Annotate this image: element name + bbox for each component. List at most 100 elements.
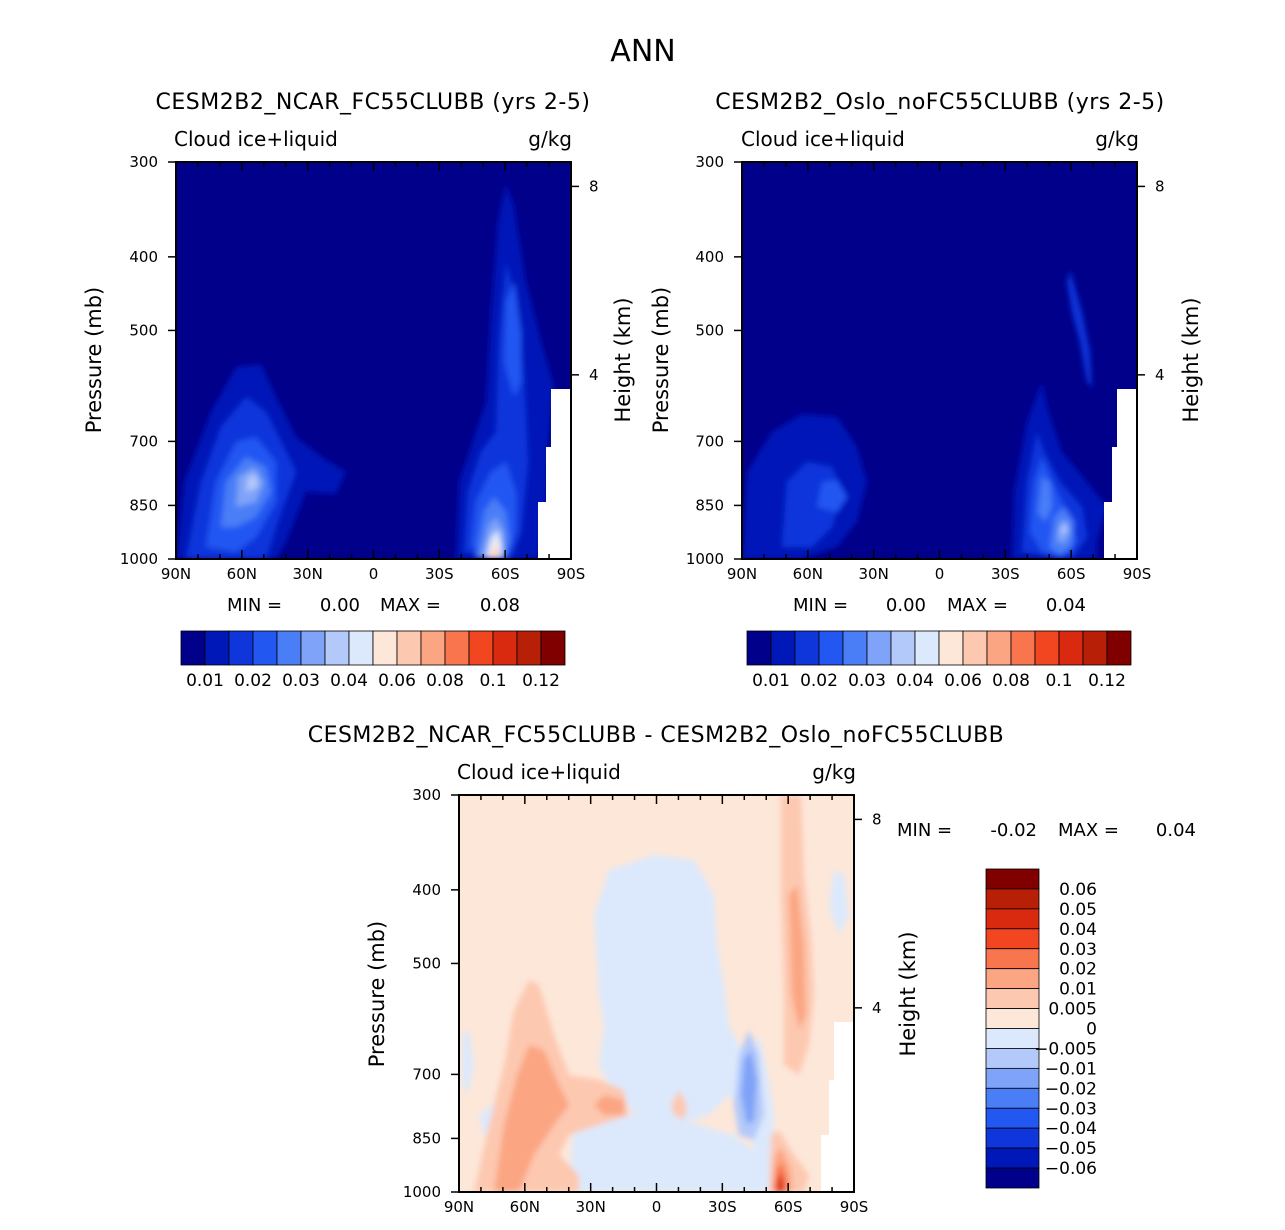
contour-ring: [494, 1045, 569, 1192]
colorbar-swatch: [985, 1028, 1040, 1049]
contour-ring: [1038, 477, 1052, 522]
colorbar-label: 0.04: [1059, 920, 1097, 940]
colorbar-swatch: [180, 630, 206, 666]
x-tick-label: 0: [935, 565, 945, 583]
colorbar-swatch: [516, 630, 542, 666]
y-tick-label: 400: [129, 248, 158, 266]
colorbar-swatch: [985, 948, 1040, 970]
colorbar-swatch: [985, 968, 1040, 990]
max-value: 0.08: [480, 595, 520, 616]
colorbar-swatch: [794, 630, 820, 666]
min-label: MIN =: [793, 595, 848, 616]
y-axis-label: Pressure (mb): [82, 287, 106, 434]
y-axis-label: Pressure (mb): [649, 287, 673, 434]
colorbar-label: 0.12: [522, 671, 560, 691]
colorbar-swatch: [1010, 630, 1036, 666]
colorbar-swatch: [396, 630, 422, 666]
colorbar-label: 0.01: [1059, 980, 1097, 1000]
panel-oslo: CESM2B2_Oslo_noFC55CLUBB (yrs 2-5) Cloud…: [649, 90, 1203, 691]
x-tick-label: 90N: [727, 565, 757, 583]
y-tick-label: 700: [695, 432, 724, 450]
colorbar-swatch: [842, 630, 868, 666]
x-tick-label: 30N: [576, 1198, 606, 1216]
colorbar-label: −0.02: [1045, 1079, 1097, 1099]
y2-tick-label: 4: [1155, 366, 1165, 384]
contour-ring: [594, 855, 774, 1192]
min-value: 0.00: [320, 595, 360, 616]
y-tick-label: 300: [695, 153, 724, 171]
min-label: MIN =: [897, 820, 952, 841]
colorbar-swatch: [300, 630, 326, 666]
x-tick-label: 0: [652, 1198, 662, 1216]
y-tick-label: 500: [129, 321, 158, 339]
colorbar-swatch: [1034, 630, 1060, 666]
units-label: g/kg: [528, 127, 572, 151]
panel-difference: CESM2B2_NCAR_FC55CLUBB - CESM2B2_Oslo_no…: [308, 723, 1196, 1216]
colorbar-swatch: [866, 630, 892, 666]
max-label: MAX =: [1058, 820, 1119, 841]
colorbar-label: 0.01: [752, 671, 790, 691]
y-tick-label: 1000: [686, 550, 724, 568]
y2-tick-label: 8: [589, 177, 599, 195]
y2-axis-label: Height (km): [611, 297, 635, 422]
x-tick-label: 60N: [510, 1198, 540, 1216]
colorbar-swatch: [540, 630, 566, 666]
panel-title: CESM2B2_NCAR_FC55CLUBB - CESM2B2_Oslo_no…: [308, 723, 1005, 748]
x-tick-label: 30S: [425, 565, 454, 583]
colorbar-label: 0.08: [992, 671, 1030, 691]
colorbar: 0.01 0.02 0.03 0.04 0.06 0.08 0.1 0.12: [180, 630, 566, 691]
colorbar-swatch: [985, 1067, 1040, 1089]
colorbar-swatch: [914, 630, 940, 666]
colorbar-swatch: [890, 630, 916, 666]
colorbar-label: −0.01: [1045, 1059, 1097, 1079]
colorbar-swatch: [324, 630, 350, 666]
colorbar-swatch: [1106, 630, 1132, 666]
colorbar-label: 0.06: [378, 671, 416, 691]
colorbar-label: 0.02: [1059, 960, 1097, 980]
missing-data-mask: [1104, 389, 1137, 559]
contour-ring: [741, 1050, 757, 1125]
contour-ring: [1067, 270, 1092, 387]
y2-tick-label: 4: [872, 999, 882, 1017]
contour-ring: [789, 885, 806, 1030]
colorbar-swatch: [985, 1087, 1040, 1109]
y2-tick-label: 4: [589, 366, 599, 384]
y-tick-label: 1000: [120, 550, 158, 568]
x-tick-label: 90N: [444, 1198, 474, 1216]
y-tick-label: 500: [412, 954, 441, 972]
plot-field: [742, 162, 1137, 559]
colorbar-swatch: [204, 630, 230, 666]
colorbar-swatch: [985, 1147, 1040, 1169]
panel-title: CESM2B2_NCAR_FC55CLUBB (yrs 2-5): [156, 90, 591, 115]
colorbar-swatch: [985, 988, 1040, 1009]
x-tick-label: 60N: [227, 565, 257, 583]
min-value: -0.02: [990, 820, 1037, 841]
colorbar-swatch: [962, 630, 988, 666]
colorbar-swatch: [985, 908, 1040, 930]
colorbar-swatch: [986, 630, 1012, 666]
colorbar-swatch: [1082, 630, 1108, 666]
x-tick-label: 60N: [793, 565, 823, 583]
missing-data-mask: [821, 1022, 854, 1192]
y2-tick-label: 8: [1155, 177, 1165, 195]
colorbar-swatch: [444, 630, 470, 666]
colorbar-swatch: [985, 928, 1040, 950]
colorbar-label: 0.03: [1059, 940, 1097, 960]
colorbar-swatch: [985, 1048, 1040, 1069]
y-tick-label: 700: [129, 432, 158, 450]
contour-ring: [491, 548, 497, 559]
colorbar-swatch: [985, 868, 1040, 890]
contour-ring: [246, 474, 258, 492]
x-tick-label: 0: [369, 565, 379, 583]
y-axis-label: Pressure (mb): [365, 921, 389, 1068]
figure-title: ANN: [610, 34, 675, 69]
colorbar-label: −0.04: [1045, 1119, 1097, 1139]
colorbar-label: −0.05: [1045, 1139, 1097, 1159]
x-tick-label: 30N: [293, 565, 323, 583]
colorbar-swatch: [770, 630, 796, 666]
max-value: 0.04: [1046, 595, 1086, 616]
units-label: g/kg: [1095, 127, 1139, 151]
colorbar-swatch: [746, 630, 772, 666]
colorbar-swatch: [420, 630, 446, 666]
colorbar-swatch: [985, 1167, 1040, 1189]
